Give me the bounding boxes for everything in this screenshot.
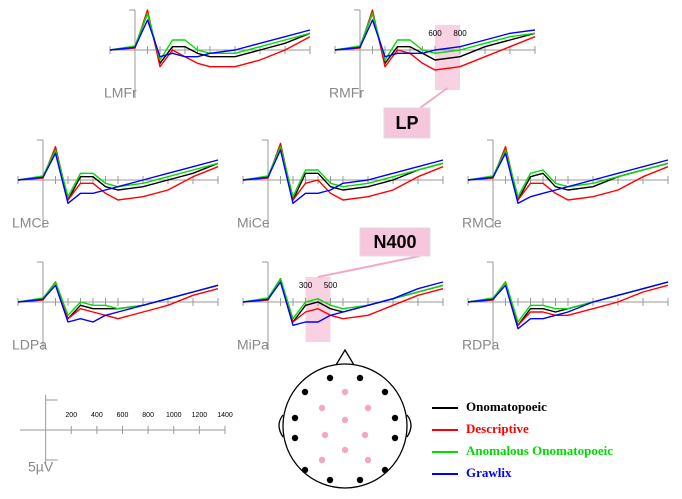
panel-label: RMCe	[462, 215, 502, 231]
panel-label: LMCe	[12, 215, 50, 231]
electrode	[318, 404, 326, 412]
panel-label: LDPa	[12, 337, 47, 353]
electrode	[318, 456, 326, 464]
electrode	[341, 446, 349, 454]
electrode	[364, 404, 372, 412]
panel-label: MiCe	[237, 215, 270, 231]
waveform	[467, 149, 669, 198]
callout-box	[383, 107, 431, 139]
window-label: 300	[299, 281, 313, 290]
legend-label: Anomalous Onomatopoeic	[466, 443, 613, 458]
waveform	[242, 142, 444, 201]
waveform	[334, 9, 536, 71]
electrode	[291, 434, 299, 442]
legend-label: Grawlix	[466, 465, 512, 480]
legend-label: Onomatopoeic	[466, 399, 547, 414]
electrode	[291, 414, 299, 422]
scale-x-tick-label: 1000	[166, 412, 182, 419]
waveform	[242, 146, 444, 201]
electrode	[326, 374, 334, 382]
window-highlight	[305, 277, 331, 342]
waveform	[334, 12, 536, 61]
waveform	[17, 149, 219, 198]
head-map	[278, 348, 412, 489]
waveform	[109, 9, 311, 68]
waveform	[467, 152, 669, 204]
panel-label: LMFr	[104, 85, 137, 101]
electrode	[356, 476, 364, 484]
panel-label: RDPa	[462, 337, 500, 353]
scale-x-tick-label: 800	[142, 412, 154, 419]
scale-x-tick-label: 200	[65, 412, 77, 419]
waveform	[109, 12, 311, 61]
panel-label: RMFr	[329, 85, 364, 101]
waveform	[242, 146, 444, 198]
electrode	[391, 434, 399, 442]
waveform	[109, 19, 311, 58]
waveform	[334, 19, 536, 58]
callout-label: LP	[395, 113, 418, 133]
callout-box	[359, 227, 431, 257]
waveform	[17, 284, 219, 323]
electrodes	[291, 374, 399, 484]
scale-x-tick-label: 600	[117, 412, 129, 419]
electrode	[301, 466, 309, 474]
electrode	[381, 388, 389, 396]
callout-label: N400	[373, 232, 416, 252]
waveform	[467, 146, 669, 201]
callout-line	[419, 87, 449, 109]
electrode	[364, 456, 372, 464]
electrode	[361, 431, 369, 439]
scale-y-label: 5µV	[28, 459, 54, 475]
electrode	[356, 374, 364, 382]
waveform	[467, 281, 669, 330]
callout-line	[317, 255, 421, 278]
scale-x-tick-label: 400	[91, 412, 103, 419]
waveform	[467, 149, 669, 201]
window-label: 800	[453, 29, 467, 38]
electrode	[391, 414, 399, 422]
scale-x-tick-label: 1200	[192, 412, 208, 419]
waveform	[242, 149, 444, 204]
waveform	[17, 146, 219, 201]
electrode	[341, 388, 349, 396]
window-label: 500	[324, 281, 338, 290]
electrode	[326, 476, 334, 484]
electrode	[301, 388, 309, 396]
waveform	[242, 281, 444, 326]
electrode	[341, 416, 349, 424]
panel-label: MiPa	[237, 337, 269, 353]
electrode	[381, 466, 389, 474]
scale-x-tick-label: 1400	[217, 412, 233, 419]
waveform	[17, 152, 219, 204]
electrode	[321, 431, 329, 439]
window-label: 600	[428, 29, 442, 38]
waveform	[17, 149, 219, 201]
legend-label: Descriptive	[466, 421, 529, 436]
